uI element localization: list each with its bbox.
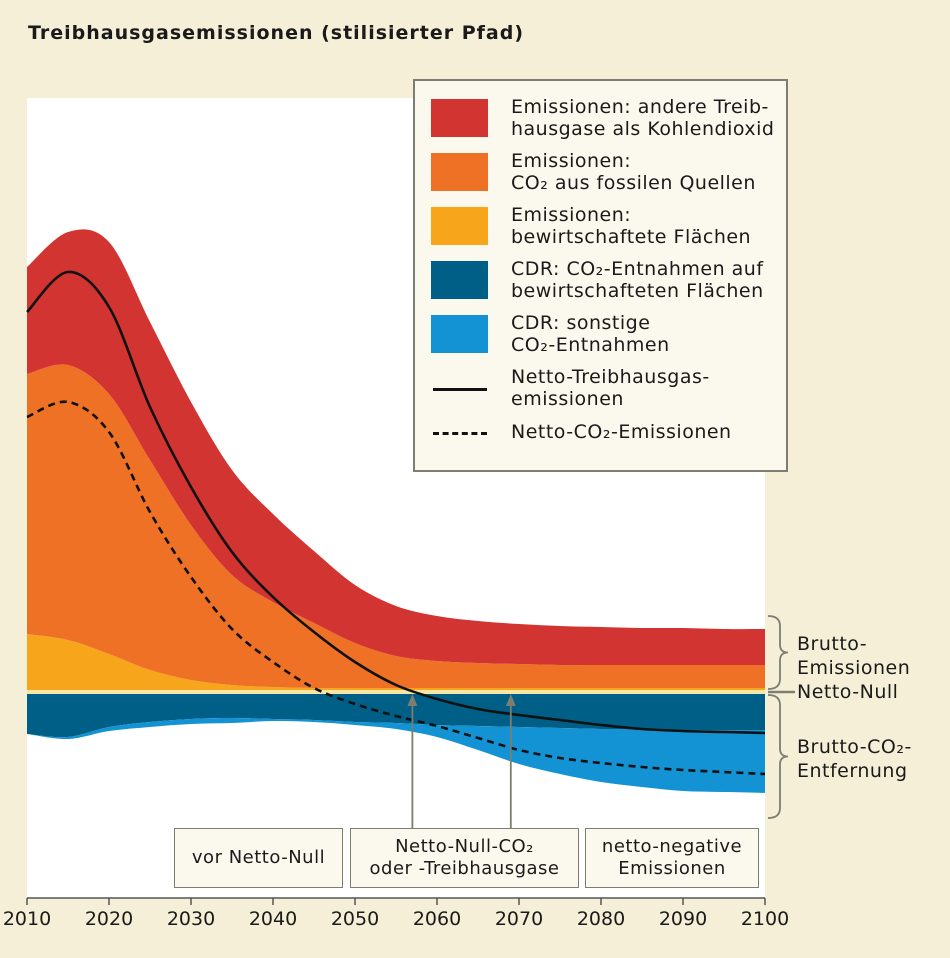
x-tick-label: 2020 — [84, 908, 134, 930]
legend-swatch-fossil-co2 — [431, 153, 488, 191]
x-tick-label: 2050 — [330, 908, 380, 930]
phase-before-netzero: vor Netto-Null — [174, 828, 343, 888]
legend-item-cdr-land: CDR: CO₂-Entnahmen auf bewirtschafteten … — [431, 258, 778, 302]
x-tick-label: 2040 — [248, 908, 298, 930]
legend-swatch-cdr-other — [431, 315, 488, 353]
legend-label-other-ghg: Emissionen: andere Treib- hausgase als K… — [511, 96, 775, 140]
legend-line-net-co2 — [433, 432, 487, 435]
phase-net-negative: netto-negative Emissionen — [585, 828, 759, 888]
legend-swatch-managed-land — [431, 207, 488, 245]
legend-line-net-ghg — [433, 388, 487, 391]
legend-item-managed-land: Emissionen: bewirtschaftete Flächen — [431, 204, 778, 248]
area-cdr-land — [27, 692, 765, 738]
netto-null-label: Netto-Null — [797, 681, 899, 703]
legend-label-net-ghg: Netto-Treibhausgas- emissionen — [511, 366, 710, 410]
brace-brutto-emissionen — [767, 615, 789, 690]
legend-label-net-co2: Netto-CO₂-Emissionen — [511, 421, 732, 443]
legend-item-net-ghg: Netto-Treibhausgas- emissionen — [431, 366, 778, 411]
legend-swatch-other-ghg — [431, 99, 488, 137]
legend-swatch-cdr-land — [431, 261, 488, 299]
net-ghg-line — [26, 270, 766, 735]
legend: Emissionen: andere Treib- hausgase als K… — [413, 79, 788, 472]
arrow-netzero-co2-head — [407, 694, 418, 706]
x-tick-label: 2070 — [494, 908, 544, 930]
brutto-entfernung-label: Brutto-CO₂- Entfernung — [797, 736, 912, 782]
area-fossil-co2 — [27, 364, 765, 689]
x-tick-label: 2100 — [740, 908, 790, 930]
x-tick-label: 2080 — [576, 908, 626, 930]
phase-netzero: Netto-Null-CO₂ oder -Treibhausgase — [350, 828, 579, 888]
legend-item-cdr-other: CDR: sonstige CO₂-Entnahmen — [431, 312, 778, 356]
legend-item-net-co2: Netto-CO₂-Emissionen — [431, 421, 778, 445]
legend-label-fossil-co2: Emissionen: CO₂ aus fossilen Quellen — [511, 150, 756, 194]
legend-label-cdr-land: CDR: CO₂-Entnahmen auf bewirtschafteten … — [511, 258, 764, 302]
brutto-emissionen-label: Brutto- Emissionen — [797, 633, 911, 679]
net-co2-line — [26, 400, 766, 776]
legend-label-managed-land: Emissionen: bewirtschaftete Flächen — [511, 204, 752, 248]
area-cdr-other — [27, 718, 765, 793]
arrow-netzero-ghg-head — [505, 694, 516, 706]
legend-label-cdr-other: CDR: sonstige CO₂-Entnahmen — [511, 312, 670, 356]
x-tick-label: 2060 — [412, 908, 462, 930]
chart-title: Treibhausgasemissionen (stilisierter Pfa… — [28, 22, 525, 44]
x-tick-label: 2090 — [658, 908, 708, 930]
legend-item-fossil-co2: Emissionen: CO₂ aus fossilen Quellen — [431, 150, 778, 194]
area-managed-land — [27, 634, 765, 692]
brace-brutto-entfernung — [767, 694, 789, 819]
x-tick-label: 2030 — [166, 908, 216, 930]
area-other-ghg — [27, 229, 765, 666]
legend-item-other-ghg: Emissionen: andere Treib- hausgase als K… — [431, 96, 778, 140]
x-tick-label: 2010 — [2, 908, 52, 930]
